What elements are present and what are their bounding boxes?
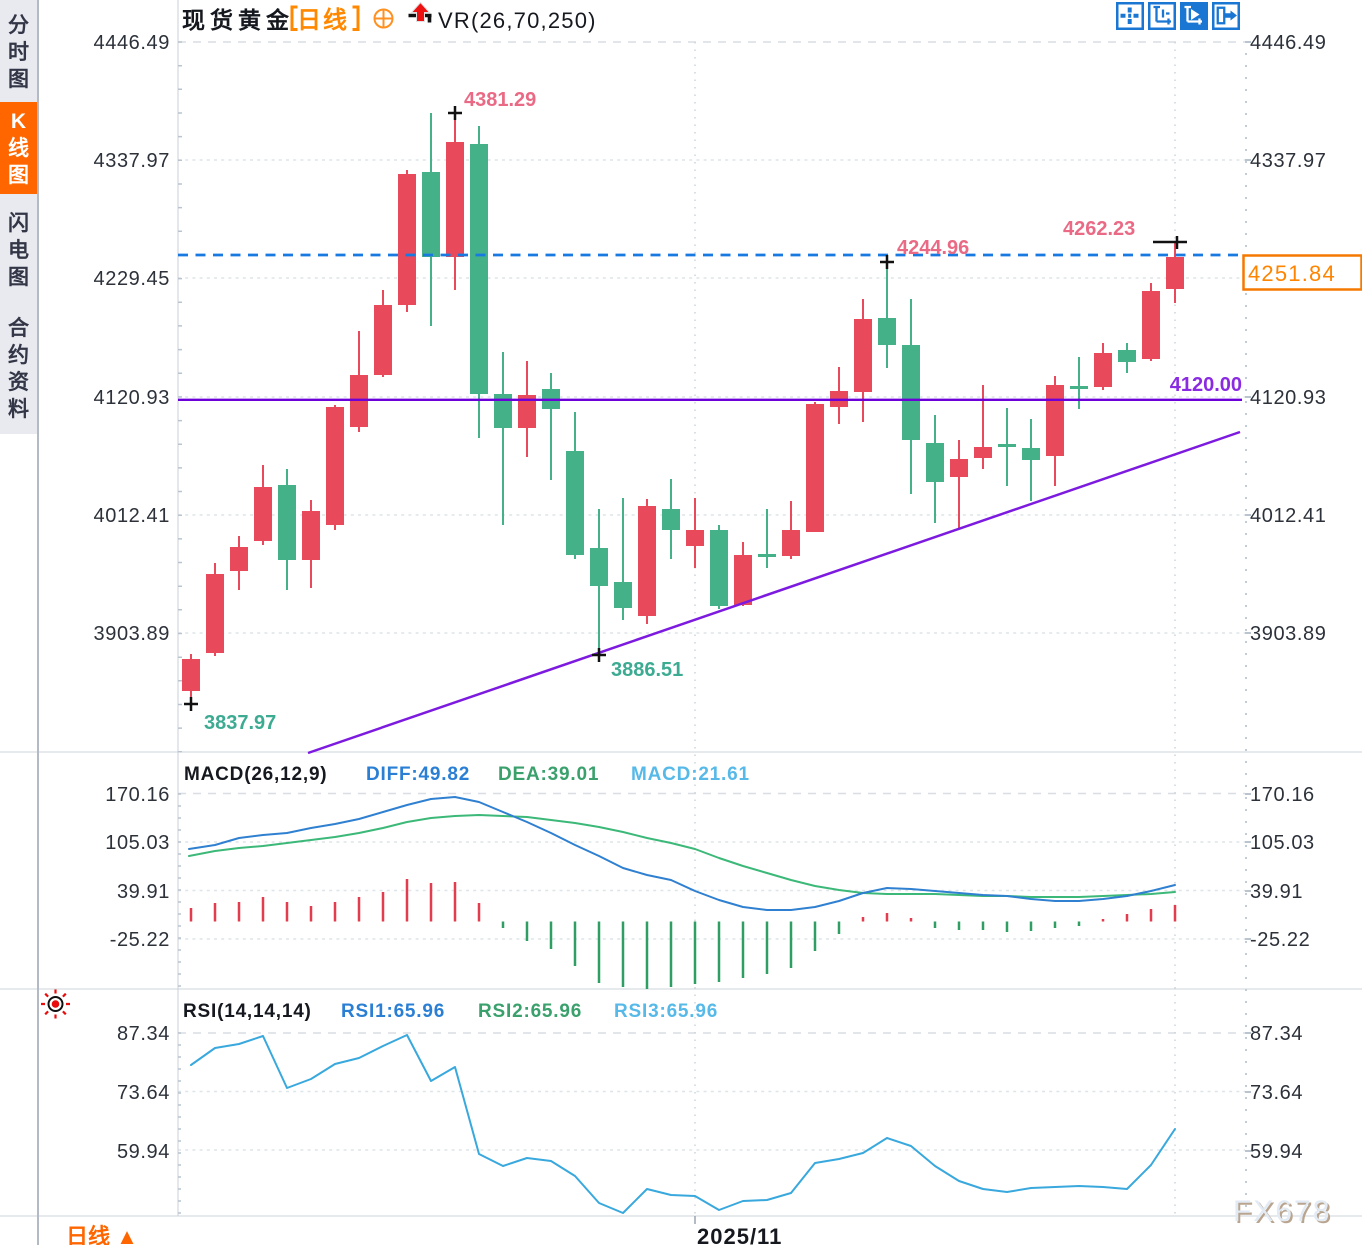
svg-text:170.16: 170.16 — [105, 784, 170, 806]
svg-text:4262.23: 4262.23 — [1063, 218, 1135, 240]
svg-text:4120.00: 4120.00 — [1170, 374, 1242, 396]
svg-text:3903.89: 3903.89 — [1250, 623, 1327, 645]
svg-text:59.94: 59.94 — [1250, 1141, 1303, 1163]
svg-text:DEA:39.01: DEA:39.01 — [498, 764, 599, 785]
svg-text:4012.41: 4012.41 — [1250, 505, 1327, 527]
svg-text:73.64: 73.64 — [1250, 1082, 1303, 1104]
svg-text:105.03: 105.03 — [1250, 832, 1315, 854]
svg-text:4120.93: 4120.93 — [1250, 387, 1327, 409]
svg-text:73.64: 73.64 — [117, 1082, 170, 1104]
svg-text:4446.49: 4446.49 — [1250, 32, 1327, 54]
svg-text:MACD:21.61: MACD:21.61 — [631, 764, 750, 785]
svg-text:VR(26,70,250): VR(26,70,250) — [438, 8, 597, 33]
svg-text:2025/11: 2025/11 — [697, 1224, 782, 1245]
svg-text:日线: 日线 — [297, 7, 349, 34]
svg-text:RSI2:65.96: RSI2:65.96 — [478, 1001, 582, 1022]
svg-text:4381.29: 4381.29 — [464, 89, 536, 111]
svg-text:87.34: 87.34 — [117, 1023, 170, 1045]
svg-text:RSI3:65.96: RSI3:65.96 — [614, 1001, 718, 1022]
svg-text:日线 ▲: 日线 ▲ — [66, 1224, 138, 1245]
svg-text:DIFF:49.82: DIFF:49.82 — [366, 764, 470, 785]
svg-text:170.16: 170.16 — [1250, 784, 1315, 806]
svg-text:现货黄金: 现货黄金 — [182, 7, 294, 33]
svg-text:4337.97: 4337.97 — [94, 150, 171, 172]
svg-text:4446.49: 4446.49 — [94, 32, 171, 54]
svg-text:3886.51: 3886.51 — [611, 659, 683, 681]
svg-text:4012.41: 4012.41 — [94, 505, 171, 527]
svg-text:105.03: 105.03 — [105, 832, 170, 854]
svg-text:RSI1:65.96: RSI1:65.96 — [341, 1001, 445, 1022]
svg-text:4229.45: 4229.45 — [94, 268, 171, 290]
svg-text:-25.22: -25.22 — [110, 929, 170, 951]
svg-text:87.34: 87.34 — [1250, 1023, 1303, 1045]
svg-text:3903.89: 3903.89 — [94, 623, 171, 645]
svg-text:FX678: FX678 — [1233, 1195, 1331, 1228]
svg-text:39.91: 39.91 — [117, 881, 170, 903]
svg-text:3837.97: 3837.97 — [204, 712, 276, 734]
svg-text:39.91: 39.91 — [1250, 881, 1303, 903]
svg-text:4244.96: 4244.96 — [897, 237, 969, 259]
svg-text:-25.22: -25.22 — [1250, 929, 1310, 951]
svg-text:4251.84: 4251.84 — [1248, 261, 1336, 286]
svg-text:59.94: 59.94 — [117, 1141, 170, 1163]
svg-text:4120.93: 4120.93 — [94, 387, 171, 409]
svg-text:RSI(14,14,14): RSI(14,14,14) — [183, 1001, 312, 1022]
svg-text:MACD(26,12,9): MACD(26,12,9) — [184, 764, 327, 785]
svg-text:4337.97: 4337.97 — [1250, 150, 1327, 172]
